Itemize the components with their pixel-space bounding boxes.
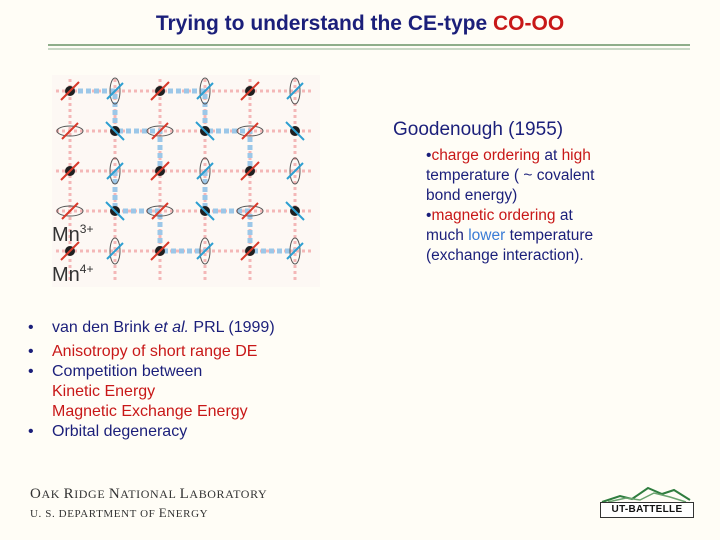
spin-arrow: [240, 81, 260, 101]
logo-text: UT-BATTELLE: [600, 502, 694, 518]
goodenough-text: •charge ordering at high temperature ( ~…: [426, 147, 595, 264]
ut-battelle-logo: UT-BATTELLE: [600, 484, 694, 522]
title-rule: [48, 44, 690, 46]
eg-orbital: [56, 205, 84, 217]
ornl-name: OAK RIDGE NATIONAL LABORATORY: [30, 486, 268, 502]
eg-orbital: [109, 157, 121, 185]
eg-orbital: [236, 205, 264, 217]
title-highlight: CO-OO: [493, 12, 565, 35]
title-rule-secondary: [48, 48, 690, 50]
spin-arrow: [285, 201, 305, 221]
doe-name: U. S. DEPARTMENT OF ENERGY: [30, 505, 209, 520]
eg-orbital: [109, 237, 121, 265]
spin-arrow: [60, 81, 80, 101]
spin-arrow: [150, 81, 170, 101]
spin-arrow: [151, 202, 169, 220]
spin-arrow: [286, 162, 304, 180]
spin-arrow: [286, 242, 304, 260]
bullet-list: • van den Brink et al. PRL (1999) • Anis…: [28, 318, 275, 442]
eg-orbital: [109, 77, 121, 105]
list-item: • van den Brink et al. PRL (1999): [28, 319, 275, 336]
ce-type-lattice-figure: [52, 75, 320, 287]
spin-arrow: [241, 202, 259, 220]
mn3-label: Mn3+: [52, 222, 94, 246]
eg-orbital: [199, 77, 211, 105]
spin-arrow: [60, 241, 80, 261]
spin-arrow: [240, 241, 260, 261]
spin-arrow: [60, 161, 80, 181]
list-item: • Anisotropy of short range DE: [28, 343, 258, 360]
spin-arrow: [196, 242, 214, 260]
eg-orbital: [289, 77, 301, 105]
spin-arrow: [106, 82, 124, 100]
spin-arrow: [195, 121, 215, 141]
spin-arrow: [106, 242, 124, 260]
spin-arrow: [240, 161, 260, 181]
spin-arrow: [196, 82, 214, 100]
title-main: Trying to understand the CE-type: [155, 12, 488, 35]
spin-arrow: [106, 162, 124, 180]
eg-orbital: [236, 125, 264, 137]
eg-orbital: [199, 157, 211, 185]
goodenough-title: Goodenough (1955): [393, 119, 564, 140]
eg-orbital: [289, 157, 301, 185]
spin-arrow: [151, 122, 169, 140]
spin-arrow: [285, 121, 305, 141]
lattice-svg: [56, 77, 314, 280]
eg-orbital: [289, 237, 301, 265]
spin-arrow: [105, 201, 125, 221]
eg-orbital: [56, 125, 84, 137]
spin-arrow: [196, 162, 214, 180]
spin-arrow: [286, 82, 304, 100]
spin-arrow: [61, 202, 79, 220]
spin-arrow: [241, 122, 259, 140]
list-item: • Orbital degeneracy: [28, 423, 188, 440]
slide-title: Trying to understand the CE-type CO-OO: [0, 12, 720, 36]
spin-arrow: [150, 241, 170, 261]
mountain-icon: [601, 486, 691, 503]
spin-arrow: [150, 161, 170, 181]
list-item: • Competition between Kinetic Energy Mag…: [28, 363, 248, 420]
eg-orbital: [146, 205, 174, 217]
spin-arrow: [61, 122, 79, 140]
spin-arrow: [105, 121, 125, 141]
spin-arrow: [195, 201, 215, 221]
eg-orbital: [146, 125, 174, 137]
mn4-label: Mn4+: [52, 262, 94, 286]
eg-orbital: [199, 237, 211, 265]
